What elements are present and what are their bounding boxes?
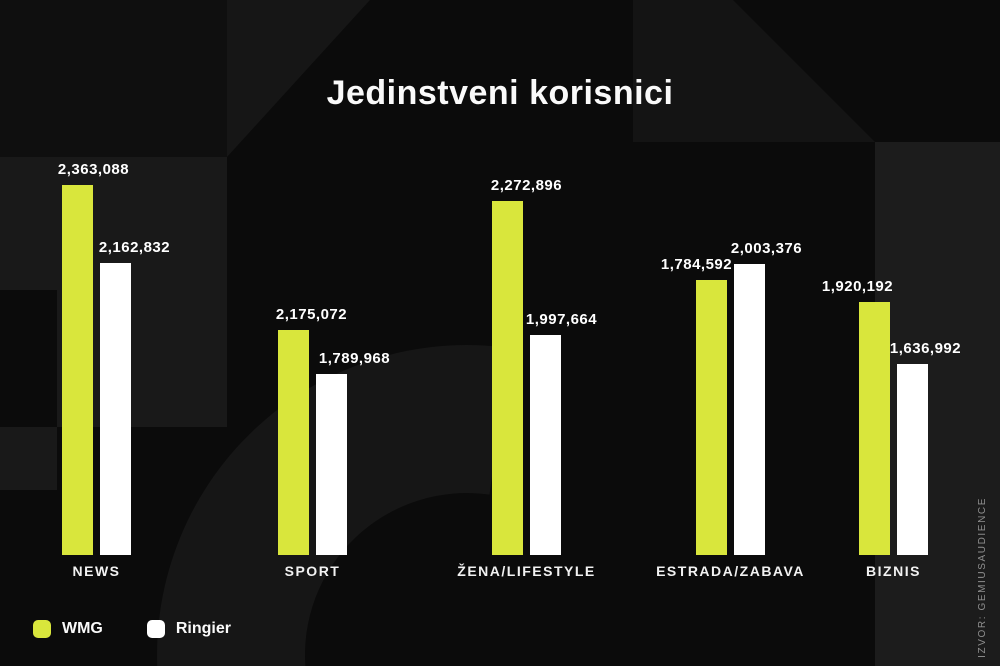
value-label-wmg-1: 2,175,072 [275, 306, 348, 323]
value-label-ringier-3: 2,003,376 [730, 240, 803, 257]
bar-wmg-2 [492, 201, 523, 555]
value-label-ringier-2: 1,997,664 [525, 311, 598, 328]
decor-left-tab [0, 427, 57, 490]
legend: WMG Ringier [33, 620, 231, 638]
decor-right-panel [875, 142, 1000, 666]
page-title: Jedinstveni korisnici [326, 74, 674, 112]
bar-wmg-3 [696, 280, 727, 555]
legend-item-ringier: Ringier [146, 620, 231, 638]
bar-wmg-4 [859, 302, 890, 555]
category-label-1: SPORT [284, 563, 341, 579]
category-label-3: ESTRADA/ZABAVA [656, 563, 805, 579]
value-label-ringier-0: 2,162,832 [98, 239, 171, 256]
category-label-0: NEWS [72, 563, 121, 579]
value-label-wmg-3: 1,784,592 [660, 256, 733, 273]
source-credit: IZVOR: GEMIUSAUDIENCE [977, 497, 988, 658]
legend-label-ringier: Ringier [175, 620, 231, 637]
decor-topleft-block [0, 0, 227, 157]
bar-ringier-4 [897, 364, 928, 555]
value-label-ringier-1: 1,789,968 [318, 350, 391, 367]
value-label-wmg-4: 1,920,192 [821, 278, 894, 295]
bar-ringier-2 [530, 335, 561, 555]
bar-ringier-1 [316, 374, 347, 555]
value-label-ringier-4: 1,636,992 [889, 340, 962, 357]
decor-left-notch [0, 290, 57, 427]
bar-ringier-0 [100, 263, 131, 555]
legend-label-wmg: WMG [62, 620, 103, 637]
category-label-4: BIZNIS [866, 563, 921, 579]
bar-wmg-1 [278, 330, 309, 555]
value-label-wmg-2: 2,272,896 [490, 177, 563, 194]
bar-wmg-0 [62, 185, 93, 555]
legend-item-wmg: WMG [33, 620, 103, 638]
wmg-swatch-icon [33, 620, 51, 638]
ringier-swatch-icon [146, 620, 165, 638]
decor-diagonal-triangle [227, 0, 370, 157]
decor-topright-quad [633, 0, 875, 142]
value-label-wmg-0: 2,363,088 [57, 161, 130, 178]
bar-ringier-3 [734, 264, 765, 555]
category-label-2: ŽENA/LIFESTYLE [457, 563, 596, 579]
